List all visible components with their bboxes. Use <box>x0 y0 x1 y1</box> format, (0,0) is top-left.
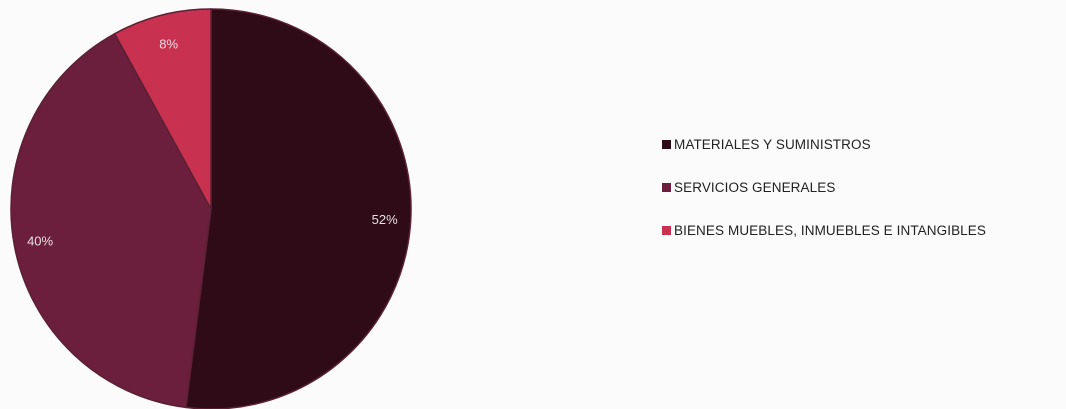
legend-item-bienes: BIENES MUEBLES, INMUEBLES E INTANGIBLES <box>662 220 1062 240</box>
legend-item-servicios: SERVICIOS GENERALES <box>662 177 1062 197</box>
legend-swatch-bienes <box>662 225 671 235</box>
legend-swatch-materiales <box>662 139 671 149</box>
slice-label-servicios: 40% <box>27 234 53 249</box>
legend-label-bienes: BIENES MUEBLES, INMUEBLES E INTANGIBLES <box>674 222 986 238</box>
slice-bienes <box>113 8 212 210</box>
legend-label-materiales: MATERIALES Y SUMINISTROS <box>674 136 871 152</box>
pie-slices <box>10 8 412 409</box>
legend: MATERIALES Y SUMINISTROS SERVICIOS GENER… <box>662 134 1062 263</box>
slice-label-bienes: 8% <box>159 36 178 51</box>
slice-materiales <box>185 8 412 409</box>
slice-servicios <box>10 32 212 409</box>
legend-label-servicios: SERVICIOS GENERALES <box>674 179 836 195</box>
legend-item-materiales: MATERIALES Y SUMINISTROS <box>662 134 1062 154</box>
pie-labels: 52% 40% 8% <box>27 36 398 248</box>
legend-swatch-servicios <box>662 182 671 192</box>
slice-label-materiales: 52% <box>372 212 398 227</box>
